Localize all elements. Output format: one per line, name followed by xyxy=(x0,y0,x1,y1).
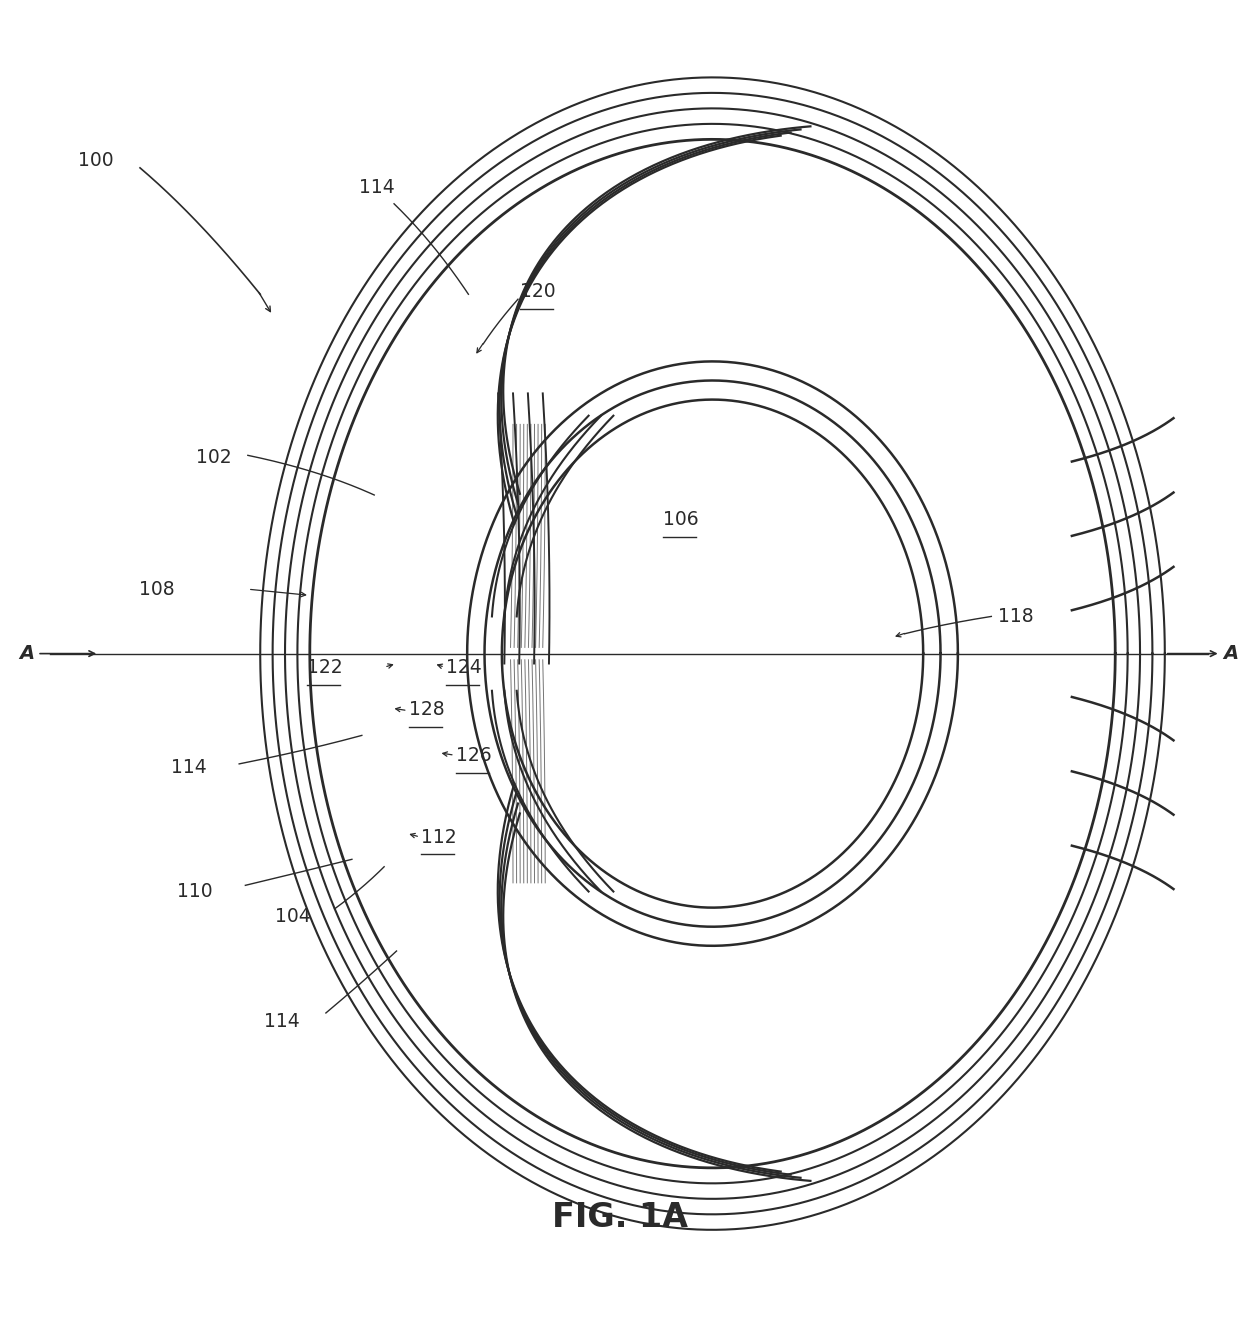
Text: 114: 114 xyxy=(360,178,396,197)
Text: A: A xyxy=(20,645,35,663)
Text: 128: 128 xyxy=(409,699,445,719)
Text: 114: 114 xyxy=(264,1012,300,1031)
Text: 106: 106 xyxy=(663,510,698,529)
Text: 104: 104 xyxy=(275,907,311,926)
Text: 110: 110 xyxy=(177,882,213,900)
Text: 100: 100 xyxy=(78,151,114,170)
Text: 124: 124 xyxy=(446,658,482,677)
Text: 114: 114 xyxy=(171,758,207,777)
Text: FIG. 1A: FIG. 1A xyxy=(552,1201,688,1233)
Text: 122: 122 xyxy=(308,658,343,677)
Text: 112: 112 xyxy=(422,827,458,847)
Text: 118: 118 xyxy=(997,607,1033,626)
Text: 102: 102 xyxy=(196,449,232,468)
Text: 108: 108 xyxy=(139,579,175,598)
Text: 120: 120 xyxy=(521,282,556,301)
Text: A: A xyxy=(1223,645,1238,663)
Text: 126: 126 xyxy=(456,746,491,765)
